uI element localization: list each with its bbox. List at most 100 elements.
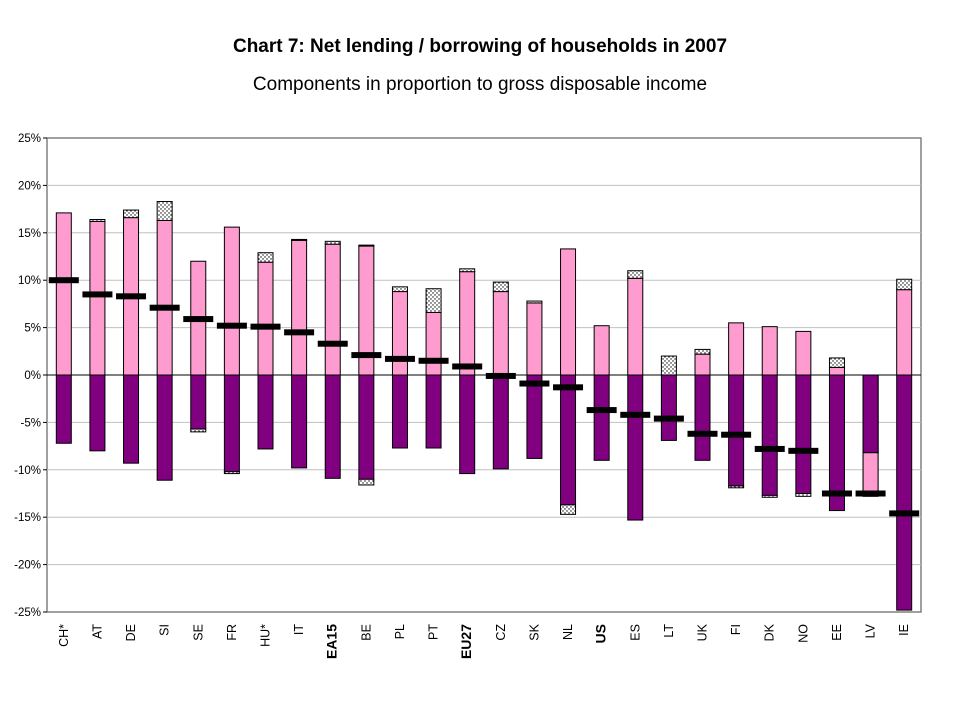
bar-investment — [123, 374, 140, 464]
x-tick-label: DK — [763, 623, 777, 641]
x-tick-label: PL — [393, 624, 407, 639]
y-tick-label: -20% — [14, 560, 41, 572]
bar-investment — [694, 374, 711, 461]
net-markers — [48, 277, 920, 517]
net-marker — [553, 384, 584, 391]
bar-investment — [728, 374, 745, 487]
bar-other-positive — [694, 348, 711, 355]
net-marker — [721, 431, 752, 438]
bar-other-positive — [324, 240, 341, 245]
y-tick-label: -10% — [14, 465, 41, 477]
x-tick-label: PT — [427, 624, 441, 640]
chart-title: Chart 7: Net lending / borrowing of hous… — [232, 36, 728, 57]
bar-investment — [459, 374, 476, 475]
bar-investment — [89, 374, 106, 452]
bar-other-positive — [425, 288, 442, 313]
bar-saving — [593, 325, 610, 376]
net-marker — [586, 407, 617, 414]
bar-other-positive — [391, 286, 408, 293]
chart-subtitle: Components in proportion to gross dispos… — [252, 74, 708, 95]
y-tick-label: 20% — [18, 180, 41, 192]
net-marker — [519, 380, 550, 387]
bar-other-negative — [761, 494, 778, 498]
bar-other-positive — [660, 355, 677, 376]
net-marker — [149, 304, 180, 311]
bar-saving — [55, 212, 72, 376]
net-marker — [653, 415, 684, 422]
bar-other-negative — [795, 493, 812, 497]
x-tick-label: FR — [225, 624, 239, 641]
x-tick-label: EU27 — [458, 624, 474, 659]
bar-saving — [694, 353, 711, 376]
bar-saving — [728, 322, 745, 376]
net-marker — [788, 447, 819, 454]
bar-investment — [156, 374, 173, 481]
net-marker — [317, 340, 348, 347]
bar-other-positive — [459, 268, 476, 273]
bar-saving — [828, 366, 845, 376]
net-marker — [418, 357, 449, 364]
bar-investment — [425, 374, 442, 449]
net-marker — [754, 445, 785, 452]
bar-investment — [190, 374, 207, 430]
bar-other-positive — [123, 209, 140, 219]
bar-saving — [89, 220, 106, 376]
net-marker — [183, 316, 214, 323]
y-tick-label: -15% — [14, 512, 41, 524]
bar-other-positive — [627, 270, 644, 279]
x-tick-label: AT — [90, 624, 104, 639]
bar-investment — [828, 374, 845, 512]
net-marker — [284, 329, 315, 336]
bar-saving — [761, 326, 778, 376]
bar-other-negative — [190, 428, 207, 433]
bar-investment — [761, 374, 778, 496]
net-marker — [687, 430, 718, 437]
net-marker — [821, 490, 852, 497]
bar-other-negative — [358, 478, 375, 486]
y-tick-label: 15% — [18, 228, 41, 240]
bar-saving — [324, 243, 341, 376]
x-tick-label: SE — [191, 624, 205, 641]
x-tick-label: US — [593, 624, 609, 643]
bar-other-positive — [291, 238, 308, 241]
bar-investment — [223, 374, 240, 473]
x-tick-label: IE — [897, 624, 911, 636]
y-tick-label: -25% — [14, 607, 41, 619]
x-tick-label: ES — [628, 624, 642, 641]
x-tick-label: NO — [796, 624, 810, 643]
y-axis: 25% 20% 15% 10% 5% 0% -5% -10% -15% -20% -25% — [14, 133, 47, 619]
bar-investment — [862, 374, 879, 454]
bar-saving — [795, 330, 812, 376]
bar-other-positive — [492, 281, 509, 293]
x-tick-label: SI — [158, 624, 172, 636]
x-tick-label: DE — [124, 624, 138, 641]
net-marker — [384, 355, 415, 362]
x-tick-label: UK — [696, 623, 710, 641]
x-tick-label: IT — [292, 624, 306, 635]
bar-investment — [257, 374, 274, 450]
x-tick-label: LT — [662, 624, 676, 638]
bar-investment — [593, 374, 610, 461]
net-marker — [889, 510, 920, 517]
bar-other-negative — [223, 471, 240, 475]
net-marker — [82, 291, 113, 298]
bar-other-positive — [828, 357, 845, 368]
bar-investment — [560, 374, 577, 506]
bar-saving — [156, 219, 173, 376]
y-tick-label: 5% — [24, 323, 41, 335]
bars — [55, 201, 913, 611]
bar-investment — [660, 374, 677, 441]
y-tick-label: 25% — [18, 133, 41, 145]
bar-saving — [560, 248, 577, 376]
bar-saving — [391, 291, 408, 376]
net-marker — [620, 411, 651, 418]
net-marker — [250, 323, 281, 330]
bar-other-positive — [89, 219, 106, 222]
x-tick-label: NL — [561, 624, 575, 640]
bar-saving — [459, 271, 476, 376]
bar-investment — [526, 374, 543, 459]
net-marker — [452, 363, 483, 370]
net-marker — [351, 352, 382, 359]
x-tick-label: CZ — [494, 624, 508, 641]
